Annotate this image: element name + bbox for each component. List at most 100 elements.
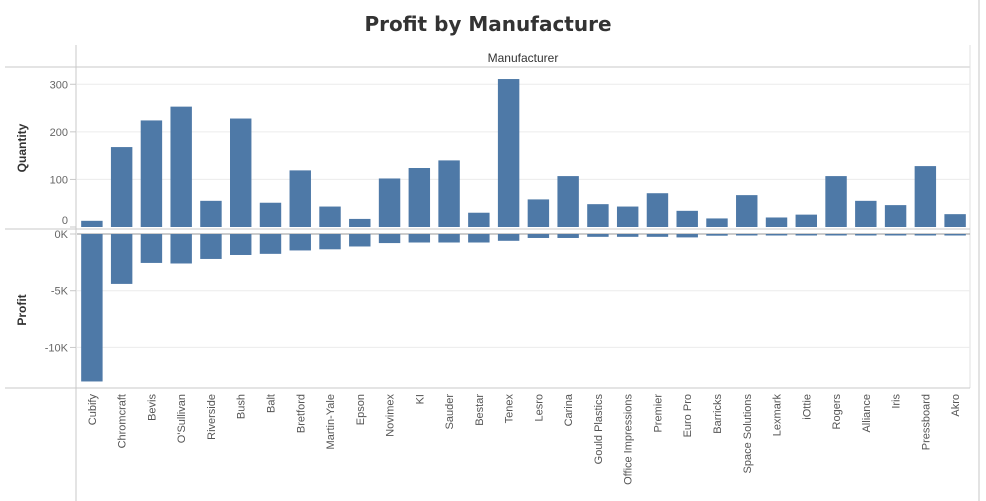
quantity-bar[interactable] <box>944 214 966 227</box>
quantity-bar[interactable] <box>825 176 847 227</box>
category-label: Alliance <box>861 394 873 433</box>
category-label: Bush <box>236 394 248 419</box>
profit-bar[interactable] <box>140 234 163 263</box>
category-label: Rogers <box>831 394 843 430</box>
quantity-bar[interactable] <box>140 120 163 227</box>
profit-bar[interactable] <box>468 234 490 243</box>
quantity-bar[interactable] <box>706 218 728 227</box>
category-label: Bretford <box>295 394 307 433</box>
quantity-bar[interactable] <box>468 212 490 227</box>
profit-bar[interactable] <box>736 234 758 236</box>
profit-bar[interactable] <box>289 234 311 251</box>
category-label: Sauder <box>444 394 456 430</box>
quantity-bar[interactable] <box>795 214 817 227</box>
profit-bar[interactable] <box>914 234 937 236</box>
category-label: Barricks <box>712 394 724 434</box>
quantity-bar[interactable] <box>170 106 192 227</box>
profit-bar[interactable] <box>825 234 847 236</box>
profit-bar[interactable] <box>706 234 728 236</box>
quantity-bar[interactable] <box>319 206 341 227</box>
profit-bar[interactable] <box>855 234 877 236</box>
profit-bar[interactable] <box>676 234 698 238</box>
profit-bar[interactable] <box>170 234 192 264</box>
category-label: Pressboard <box>920 394 932 450</box>
quantity-bar[interactable] <box>765 217 788 227</box>
profit-bar[interactable] <box>81 234 103 382</box>
profit-axis-title: Profit <box>15 294 29 325</box>
quantity-bar[interactable] <box>230 118 252 227</box>
profit-bar[interactable] <box>587 234 609 237</box>
quantity-bar[interactable] <box>81 220 103 227</box>
profit-bar[interactable] <box>765 234 788 236</box>
quantity-axis-title: Quantity <box>15 123 29 172</box>
quantity-tick-label: 300 <box>50 79 68 91</box>
profit-bar[interactable] <box>408 234 431 243</box>
quantity-bar[interactable] <box>914 166 937 227</box>
category-label: Balt <box>265 394 277 413</box>
category-label: Premier <box>652 394 664 433</box>
quantity-bar[interactable] <box>646 193 669 227</box>
category-label: Martin-Yale <box>325 394 337 449</box>
quantity-tick-label: 0 <box>62 215 68 227</box>
quantity-bar[interactable] <box>587 204 609 227</box>
profit-bar[interactable] <box>497 234 520 241</box>
quantity-bar[interactable] <box>855 200 877 227</box>
profit-bar[interactable] <box>378 234 401 244</box>
quantity-bar[interactable] <box>438 160 460 227</box>
profit-bar[interactable] <box>110 234 133 284</box>
category-label: Euro Pro <box>682 394 694 437</box>
category-label: Cubify <box>87 394 99 426</box>
profit-bar[interactable] <box>795 234 817 236</box>
quantity-bar[interactable] <box>378 178 401 227</box>
category-label: Epson <box>355 394 367 425</box>
profit-tick-label: 0K <box>55 229 69 241</box>
profit-bar[interactable] <box>527 234 550 238</box>
quantity-bar[interactable] <box>527 199 550 227</box>
quantity-tick-label: 100 <box>50 174 68 186</box>
category-label: Novimex <box>385 394 397 437</box>
profit-bar[interactable] <box>349 234 371 247</box>
category-label: Lesro <box>533 394 545 422</box>
category-label: KI <box>414 394 426 404</box>
profit-bar[interactable] <box>646 234 669 237</box>
quantity-bar[interactable] <box>736 195 758 227</box>
profit-bar[interactable] <box>884 234 907 236</box>
quantity-bar[interactable] <box>616 206 639 227</box>
profit-tick-label: -5K <box>51 286 69 298</box>
profit-bar[interactable] <box>200 234 222 259</box>
category-label: Lexmark <box>772 394 784 437</box>
quantity-bar[interactable] <box>349 218 371 227</box>
category-label: Office Impressions <box>623 394 635 485</box>
quantity-bar[interactable] <box>557 176 579 227</box>
right-border <box>978 0 980 501</box>
category-label: Gould Plastics <box>593 394 605 465</box>
category-label: O'Sullivan <box>176 394 188 443</box>
category-label: iOttie <box>801 394 813 420</box>
profit-bar[interactable] <box>230 234 252 255</box>
quantity-bar[interactable] <box>676 210 698 227</box>
profit-bar[interactable] <box>944 234 966 236</box>
profit-bar[interactable] <box>438 234 460 243</box>
quantity-bar[interactable] <box>110 147 133 227</box>
quantity-bar[interactable] <box>408 168 431 227</box>
category-label: Bevis <box>146 394 158 421</box>
category-label: Carina <box>563 393 575 426</box>
quantity-bar[interactable] <box>497 79 520 227</box>
quantity-bar[interactable] <box>200 200 222 227</box>
profit-bar[interactable] <box>557 234 579 238</box>
profit-tick-label: -10K <box>45 342 69 354</box>
quantity-bar[interactable] <box>259 202 282 227</box>
category-label: Space Solutions <box>742 394 754 474</box>
category-label: Riverside <box>206 394 218 440</box>
category-label: Chromcraft <box>117 394 129 448</box>
category-label: Akro <box>950 394 962 417</box>
quantity-tick-label: 200 <box>50 127 68 139</box>
category-label: Bestar <box>474 394 486 426</box>
profit-bar[interactable] <box>319 234 341 250</box>
quantity-bar[interactable] <box>884 205 907 227</box>
quantity-bar[interactable] <box>289 170 311 227</box>
profit-bar[interactable] <box>616 234 639 237</box>
category-label: Iris <box>891 394 903 409</box>
profit-bar[interactable] <box>259 234 282 254</box>
